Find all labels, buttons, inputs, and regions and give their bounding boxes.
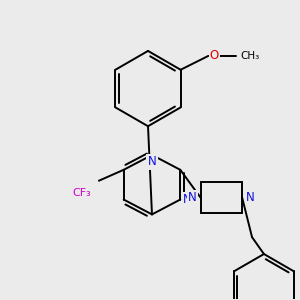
Text: CF₃: CF₃ xyxy=(73,188,92,198)
Text: CH₃: CH₃ xyxy=(240,51,260,61)
Text: O: O xyxy=(210,50,219,62)
Text: N: N xyxy=(188,191,197,204)
Text: N: N xyxy=(246,191,254,204)
Text: N: N xyxy=(148,155,156,168)
Text: N: N xyxy=(183,193,192,206)
